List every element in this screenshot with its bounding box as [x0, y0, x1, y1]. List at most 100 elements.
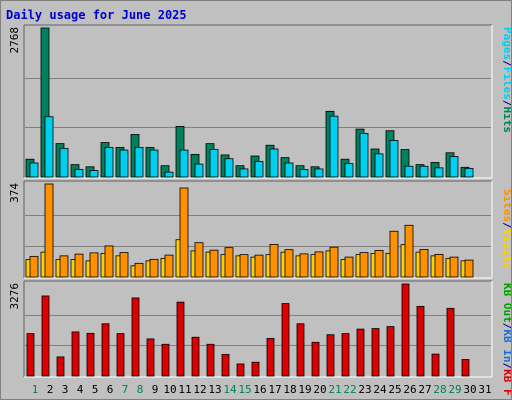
x-label-day-6: 6	[107, 383, 114, 396]
y-max-label-2: 374	[8, 183, 21, 203]
bar-sites-day-17	[269, 244, 279, 278]
x-label-day-3: 3	[62, 383, 69, 396]
x-label-day-24: 24	[373, 383, 387, 396]
bar-files-day-2	[44, 116, 54, 178]
bar-sites-day-16	[254, 254, 264, 278]
bar-kb-f-day-14	[221, 353, 230, 377]
legend-1: Pages/Files/Hits	[501, 27, 511, 133]
bar-files-day-26	[404, 165, 414, 178]
x-label-day-13: 13	[208, 383, 221, 396]
bar-sites-day-22	[344, 256, 354, 278]
bar-sites-day-14	[224, 247, 234, 278]
bar-kb-f-day-15	[236, 363, 245, 377]
legend-separator: /	[501, 323, 511, 330]
bar-files-day-28	[434, 167, 444, 178]
bar-kb-f-day-12	[191, 336, 200, 377]
bar-sites-day-13	[209, 249, 219, 278]
bar-files-day-17	[269, 148, 279, 178]
bar-kb-f-day-6	[101, 323, 110, 377]
bar-kb-f-day-22	[341, 333, 350, 377]
y-max-label-1: 2768	[8, 27, 21, 54]
x-label-day-7: 7	[122, 383, 129, 396]
bar-kb-f-day-23	[356, 328, 365, 377]
bar-kb-f-day-2	[41, 295, 50, 377]
legend-separator: /	[501, 60, 511, 67]
x-label-day-20: 20	[313, 383, 326, 396]
plot-area-1	[24, 25, 492, 178]
bar-kb-f-day-18	[281, 303, 290, 377]
legend-kb-in: KB In	[501, 329, 511, 362]
legend-hits: Hits	[501, 107, 511, 134]
bar-files-day-14	[224, 158, 234, 178]
bar-sites-day-19	[299, 253, 309, 278]
bar-kb-f-day-8	[131, 297, 140, 377]
bar-sites-day-28	[434, 253, 444, 278]
bar-kb-f-day-19	[296, 323, 305, 377]
x-label-day-9: 9	[152, 383, 159, 396]
bar-sites-day-12	[194, 242, 204, 278]
bar-kb-f-day-28	[431, 353, 440, 377]
bar-sites-day-18	[284, 249, 294, 278]
bar-kb-f-day-21	[326, 334, 335, 377]
bar-kb-f-day-5	[86, 332, 95, 377]
bar-files-day-18	[284, 162, 294, 178]
bar-files-day-25	[389, 139, 399, 178]
x-label-day-8: 8	[137, 383, 144, 396]
x-label-day-19: 19	[298, 383, 311, 396]
bar-kb-f-day-29	[446, 307, 455, 377]
x-label-day-10: 10	[163, 383, 176, 396]
y-max-label-3: 3276	[8, 283, 21, 310]
x-label-day-23: 23	[358, 383, 371, 396]
bar-kb-f-day-16	[251, 361, 260, 377]
bar-sites-day-9	[149, 258, 159, 278]
bar-files-day-12	[194, 163, 204, 178]
bar-kb-f-day-26	[401, 283, 410, 377]
x-label-day-29: 29	[448, 383, 461, 396]
bar-kb-f-day-4	[71, 331, 80, 377]
x-label-day-31: 31	[478, 383, 491, 396]
bar-files-day-22	[344, 163, 354, 178]
bar-files-day-6	[104, 146, 114, 178]
bar-files-day-4	[74, 169, 84, 178]
legend-3: KB Out/KB In/KB F	[501, 283, 511, 396]
bar-sites-day-4	[74, 253, 84, 278]
bar-sites-day-30	[464, 259, 474, 278]
legend-separator: /	[501, 222, 511, 229]
bar-sites-day-27	[419, 248, 429, 278]
bar-kb-f-day-3	[56, 356, 65, 377]
x-label-day-22: 22	[343, 383, 356, 396]
bar-sites-day-10	[164, 254, 174, 278]
bar-sites-day-7	[119, 252, 129, 278]
legend-kb-f: KB F	[501, 369, 511, 396]
bar-files-day-20	[314, 168, 324, 178]
bar-files-day-7	[119, 149, 129, 178]
x-label-day-1: 1	[32, 383, 39, 396]
bar-kb-f-day-20	[311, 341, 320, 377]
bar-sites-day-5	[89, 252, 99, 278]
bar-files-day-24	[374, 153, 384, 178]
legend-files: Files	[501, 67, 511, 100]
bar-sites-day-25	[389, 230, 399, 278]
legend-sites: Sites	[501, 189, 511, 222]
legend-separator: /	[501, 100, 511, 107]
bar-sites-day-15	[239, 254, 249, 278]
x-label-day-12: 12	[193, 383, 206, 396]
bar-files-day-13	[209, 149, 219, 178]
chart-title: Daily usage for June 2025	[6, 8, 187, 22]
bar-files-day-29	[449, 156, 459, 178]
bar-sites-day-2	[44, 183, 54, 278]
x-label-day-2: 2	[47, 383, 54, 396]
bar-sites-day-11	[179, 187, 189, 278]
legend-kb-out: KB Out	[501, 283, 511, 323]
bar-sites-day-23	[359, 252, 369, 278]
bar-files-day-8	[134, 146, 144, 178]
legend-pages: Pages	[501, 27, 511, 60]
bar-files-day-23	[359, 132, 369, 178]
bar-files-day-1	[29, 162, 39, 178]
x-label-day-21: 21	[328, 383, 341, 396]
bar-sites-day-1	[29, 255, 39, 278]
bar-sites-day-20	[314, 251, 324, 278]
legend-visits: Visits	[501, 229, 511, 269]
bar-files-day-27	[419, 165, 429, 178]
x-label-day-27: 27	[418, 383, 431, 396]
